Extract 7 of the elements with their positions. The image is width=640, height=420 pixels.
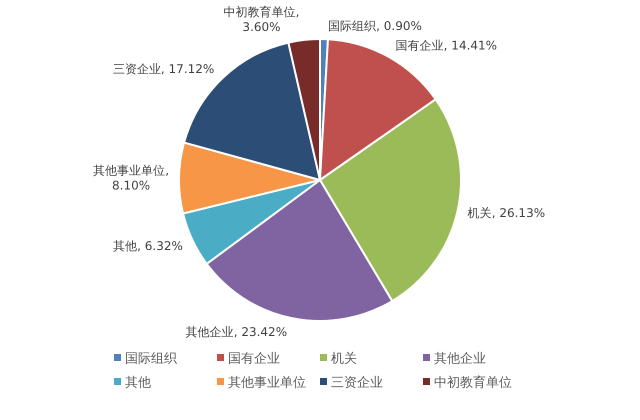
legend-label: 其他 bbox=[125, 376, 151, 390]
legend-label: 国际组织 bbox=[125, 352, 177, 366]
legend-label: 中初教育单位 bbox=[434, 374, 512, 390]
legend-label: 国有企业 bbox=[228, 352, 280, 366]
legend-label: 机关 bbox=[331, 352, 357, 366]
legend-label: 其他企业 bbox=[434, 352, 486, 366]
legend-label: 三资企业 bbox=[331, 376, 383, 390]
